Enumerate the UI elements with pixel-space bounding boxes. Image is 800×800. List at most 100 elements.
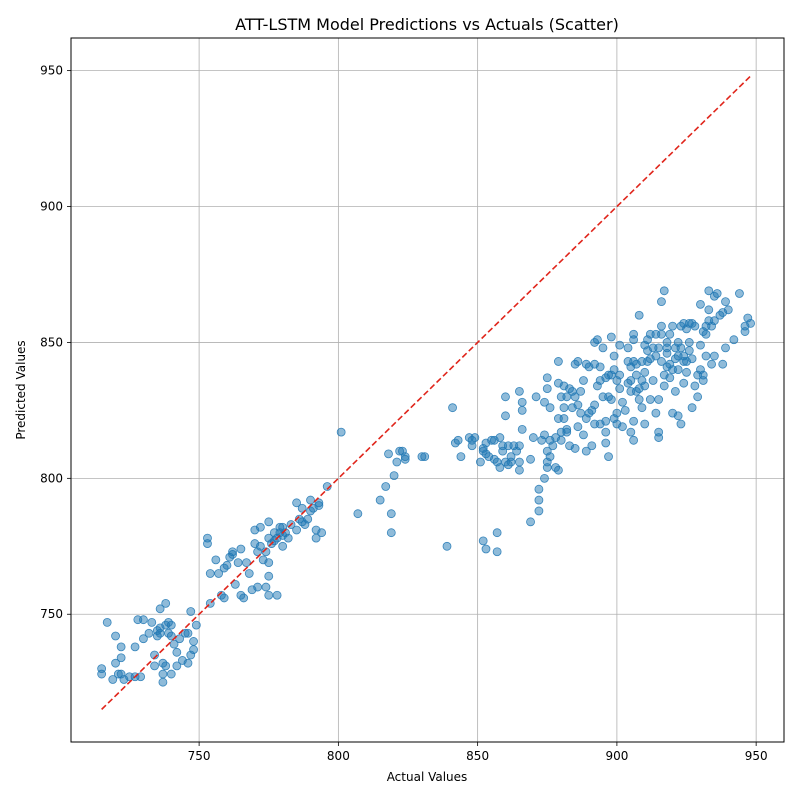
x-tick-label: 950 xyxy=(745,749,768,763)
scatter-point xyxy=(623,343,633,353)
scatter-point xyxy=(526,517,535,527)
scatter-point xyxy=(292,525,302,535)
scatter-point xyxy=(183,658,193,668)
scatter-point xyxy=(158,669,168,679)
scatter-point xyxy=(573,422,583,432)
scatter-point xyxy=(492,528,502,538)
scatter-point xyxy=(657,321,666,331)
y-tick-label: 900 xyxy=(40,200,63,214)
scatter-point xyxy=(442,541,452,551)
scatter-point xyxy=(467,441,477,451)
scatter-point xyxy=(704,286,714,296)
scatter-point xyxy=(598,343,608,353)
scatter-point xyxy=(718,359,728,369)
scatter-point xyxy=(701,351,711,361)
scatter-point xyxy=(554,465,563,475)
scatter-point xyxy=(637,403,647,413)
scatter-point xyxy=(150,650,159,660)
scatter-point xyxy=(517,397,527,407)
y-axis-ticks: 750 800 850 900 950 xyxy=(40,64,71,621)
scatter-point xyxy=(314,498,324,508)
scatter-point xyxy=(651,408,661,418)
scatter-point xyxy=(264,558,274,567)
scatter-point xyxy=(679,378,689,388)
scatter-point xyxy=(353,509,363,519)
scatter-point xyxy=(147,618,157,627)
scatter-point xyxy=(253,582,263,592)
identity-line xyxy=(101,75,752,710)
scatter-point xyxy=(111,631,120,641)
scatter-point xyxy=(682,367,691,377)
scatter-point xyxy=(495,433,505,442)
scatter-point xyxy=(542,373,552,383)
scatter-point xyxy=(169,639,179,649)
scatter-point xyxy=(139,615,148,625)
scatter-point xyxy=(707,359,716,369)
scatter-point xyxy=(606,332,616,342)
scatter-point xyxy=(659,286,669,296)
scatter-point xyxy=(214,569,224,578)
scatter-point xyxy=(97,664,107,674)
scatter-point xyxy=(155,628,165,638)
scatter-point xyxy=(144,628,154,638)
scatter-point xyxy=(102,618,112,627)
scatter-point xyxy=(336,427,346,437)
scatter-point xyxy=(540,430,549,440)
x-axis-label: Actual Values xyxy=(387,770,468,784)
scatter-point xyxy=(292,498,302,508)
scatter-point xyxy=(161,598,171,608)
scatter-point xyxy=(709,316,719,326)
reference-line xyxy=(101,75,752,710)
scatter-point xyxy=(515,465,524,475)
scatter-point xyxy=(629,435,638,445)
scatter-point xyxy=(219,593,229,603)
scatter-point xyxy=(651,351,661,361)
scatter-point xyxy=(386,528,396,538)
scatter-point xyxy=(528,433,538,442)
scatter-point xyxy=(261,582,271,592)
scatter-point xyxy=(264,590,274,600)
scatter-point xyxy=(264,571,274,581)
scatter-point xyxy=(712,289,722,298)
scatter-point xyxy=(453,435,463,445)
scatter-point xyxy=(721,297,730,307)
scatter-point xyxy=(545,452,555,461)
scatter-point xyxy=(601,416,611,426)
scatter-point xyxy=(386,509,396,519)
scatter-point xyxy=(531,392,541,402)
scatter-point xyxy=(161,661,171,671)
scatter-point xyxy=(420,452,430,461)
scatter-point xyxy=(470,433,480,442)
scatter-point xyxy=(311,533,321,543)
scatter-point xyxy=(515,386,524,396)
scatter-point xyxy=(389,471,399,481)
scatter-point xyxy=(573,357,583,366)
scatter-point xyxy=(601,438,611,448)
scatter-point xyxy=(654,433,664,442)
scatter-point xyxy=(640,367,650,377)
scatter-point xyxy=(400,454,410,464)
scatter-point xyxy=(615,370,625,380)
scatter-point xyxy=(317,528,327,538)
scatter-point xyxy=(662,343,672,353)
scatter-point xyxy=(626,427,636,437)
scatter-point xyxy=(595,362,605,372)
data-points xyxy=(97,286,755,687)
scatter-point xyxy=(665,373,675,383)
scatter-point xyxy=(495,463,505,472)
scatter-point xyxy=(698,376,708,385)
scatter-point xyxy=(515,441,524,451)
scatter-point xyxy=(609,365,619,375)
scatter-point xyxy=(648,376,658,385)
scatter-point xyxy=(130,642,140,652)
scatter-point xyxy=(687,403,697,413)
scatter-point xyxy=(676,419,686,429)
scatter-point xyxy=(673,365,683,375)
scatter-point xyxy=(634,310,644,320)
scatter-point xyxy=(735,289,744,298)
scatter-point xyxy=(654,395,664,404)
scatter-point xyxy=(576,386,586,396)
scatter-point xyxy=(283,533,293,543)
scatter-point xyxy=(166,620,176,630)
